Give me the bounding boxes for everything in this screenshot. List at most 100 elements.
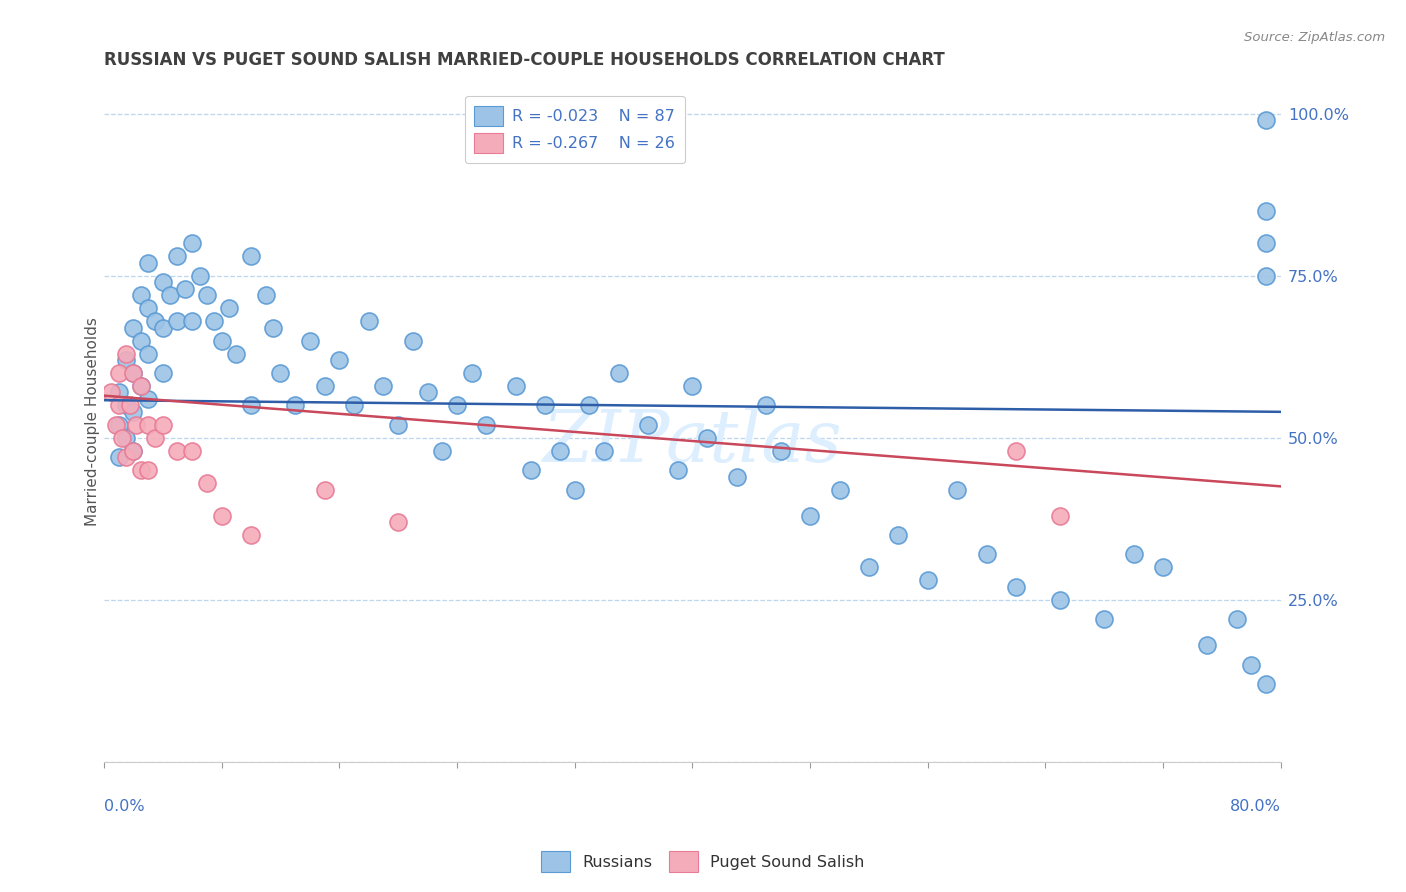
Point [696, 431, 718, 445]
Point [100, 385, 122, 400]
Point [858, 560, 880, 574]
Point [402, 334, 425, 348]
Point [166, 249, 188, 263]
Point [125, 417, 148, 432]
Point [136, 256, 159, 270]
Point [173, 282, 195, 296]
Point [725, 469, 748, 483]
Point [446, 398, 468, 412]
Point [564, 483, 586, 497]
Point [387, 417, 409, 432]
Point [107, 417, 129, 432]
Point [136, 301, 159, 315]
Point [666, 463, 689, 477]
Point [107, 366, 129, 380]
Point [387, 515, 409, 529]
Point [115, 398, 138, 412]
Point [1256, 677, 1278, 691]
Point [122, 320, 145, 334]
Point [519, 463, 541, 477]
Point [607, 366, 630, 380]
Text: 0.0%: 0.0% [104, 799, 145, 814]
Point [432, 443, 454, 458]
Point [115, 431, 138, 445]
Point [122, 366, 145, 380]
Point [107, 385, 129, 400]
Point [188, 268, 211, 283]
Point [202, 314, 225, 328]
Point [166, 443, 188, 458]
Point [107, 398, 129, 412]
Point [145, 431, 167, 445]
Point [1256, 113, 1278, 128]
Point [976, 548, 998, 562]
Point [1049, 508, 1071, 523]
Point [240, 249, 263, 263]
Point [505, 379, 527, 393]
Point [828, 483, 851, 497]
Point [637, 417, 659, 432]
Point [211, 508, 233, 523]
Point [120, 398, 142, 412]
Point [129, 379, 152, 393]
Point [136, 346, 159, 360]
Point [269, 366, 291, 380]
Point [1005, 443, 1028, 458]
Point [1049, 592, 1071, 607]
Point [1005, 580, 1028, 594]
Point [225, 346, 247, 360]
Point [755, 398, 778, 412]
Point [460, 366, 482, 380]
Point [129, 288, 152, 302]
Point [1226, 612, 1249, 626]
Point [284, 398, 307, 412]
Point [218, 301, 240, 315]
Point [314, 379, 336, 393]
Point [298, 334, 321, 348]
Point [357, 314, 380, 328]
Point [122, 443, 145, 458]
Point [122, 366, 145, 380]
Point [195, 288, 218, 302]
Point [181, 314, 204, 328]
Point [416, 385, 439, 400]
Text: RUSSIAN VS PUGET SOUND SALISH MARRIED-COUPLE HOUSEHOLDS CORRELATION CHART: RUSSIAN VS PUGET SOUND SALISH MARRIED-CO… [104, 51, 945, 69]
Legend: Russians, Puget Sound Salish: Russians, Puget Sound Salish [533, 843, 873, 880]
Point [1256, 236, 1278, 251]
Legend: R = -0.023    N = 87, R = -0.267    N = 26: R = -0.023 N = 87, R = -0.267 N = 26 [464, 96, 685, 162]
Point [799, 508, 821, 523]
Point [152, 417, 174, 432]
Point [104, 417, 127, 432]
Point [254, 288, 277, 302]
Point [373, 379, 395, 393]
Text: Source: ZipAtlas.com: Source: ZipAtlas.com [1244, 31, 1385, 45]
Point [122, 405, 145, 419]
Y-axis label: Married-couple Households: Married-couple Households [86, 318, 100, 526]
Point [1122, 548, 1144, 562]
Point [152, 320, 174, 334]
Point [152, 366, 174, 380]
Point [1240, 657, 1263, 672]
Point [136, 417, 159, 432]
Point [593, 443, 616, 458]
Point [1256, 268, 1278, 283]
Point [136, 463, 159, 477]
Point [107, 450, 129, 465]
Point [769, 443, 792, 458]
Point [240, 398, 263, 412]
Point [1256, 203, 1278, 218]
Point [115, 346, 138, 360]
Point [1152, 560, 1174, 574]
Point [475, 417, 498, 432]
Point [534, 398, 557, 412]
Point [129, 379, 152, 393]
Point [328, 353, 350, 368]
Point [159, 288, 181, 302]
Point [181, 443, 204, 458]
Point [122, 443, 145, 458]
Point [211, 334, 233, 348]
Point [314, 483, 336, 497]
Point [240, 528, 263, 542]
Point [115, 450, 138, 465]
Point [262, 320, 284, 334]
